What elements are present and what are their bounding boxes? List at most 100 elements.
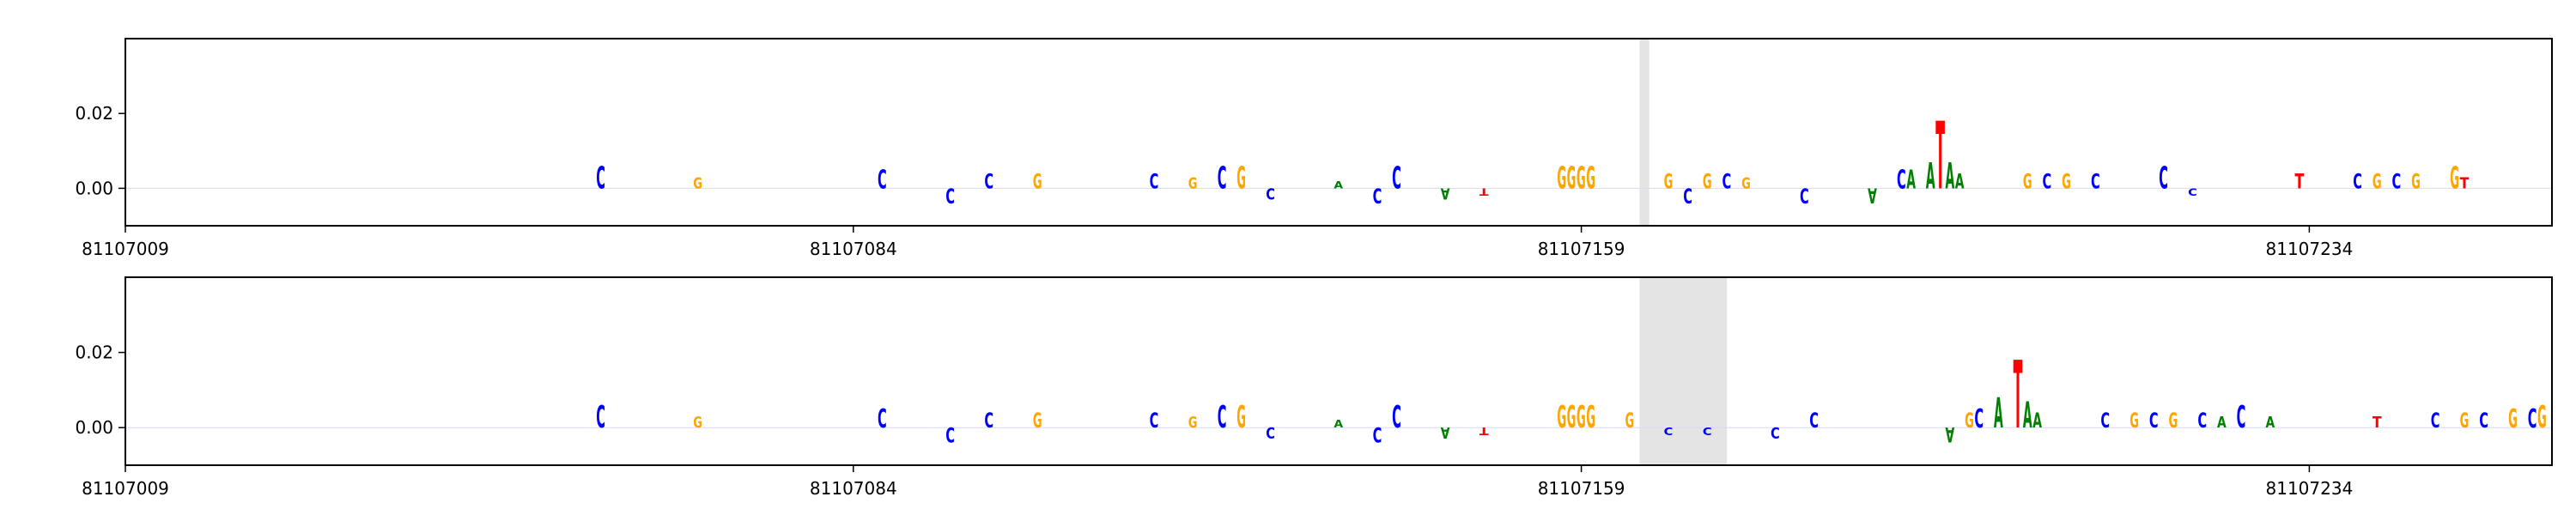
logo-letter: C bbox=[1266, 185, 1275, 203]
logo-letter: G bbox=[2023, 171, 2032, 194]
logo-letter: T bbox=[1479, 425, 1489, 438]
logo-letter: C bbox=[1150, 410, 1159, 433]
logo-letter: G bbox=[1033, 171, 1042, 194]
logo-letter: G bbox=[1586, 400, 1595, 436]
logo-letter: A bbox=[1441, 423, 1450, 441]
logo-letter: C bbox=[2237, 400, 2246, 436]
logo-letter: A bbox=[1906, 166, 1916, 196]
logo-letter: C bbox=[2479, 410, 2488, 433]
x-tick-label: 81107009 bbox=[82, 478, 169, 499]
y-tick-label: 0.00 bbox=[75, 178, 113, 198]
logo-letter: C bbox=[1392, 400, 1401, 436]
logo-letter: C bbox=[2149, 410, 2159, 433]
x-tick-label: 81107159 bbox=[1538, 478, 1625, 499]
logo-letter: A bbox=[1946, 422, 1955, 445]
logo-letter: G bbox=[2168, 410, 2178, 433]
logo-letter: A bbox=[1955, 171, 1965, 194]
logo-letter: G bbox=[1188, 414, 1198, 432]
logo-letter: C bbox=[2188, 185, 2197, 198]
logo-letter: G bbox=[1703, 171, 1712, 194]
logo-letter: A bbox=[1926, 156, 1935, 197]
logo-letter: T bbox=[2372, 414, 2383, 432]
logo-letter: C bbox=[1703, 425, 1712, 438]
highlight-region bbox=[1639, 277, 1728, 465]
panel: C G C CC G C G C G C A C C A T G G G G G C C C CAG C A T A A C G C G C A C A… bbox=[75, 276, 2553, 499]
logo-letter: A bbox=[1441, 185, 1450, 203]
logo-letter: A bbox=[1868, 183, 1877, 206]
logo-letter: G bbox=[1625, 410, 1634, 433]
logo-letter: G bbox=[2372, 171, 2382, 194]
plot-frame bbox=[125, 38, 2553, 227]
y-tick-label: 0.00 bbox=[75, 417, 113, 438]
logo-letter: C bbox=[1373, 183, 1382, 206]
x-tick-label: 81107234 bbox=[2266, 478, 2354, 499]
logo-letter: C bbox=[1218, 400, 1227, 436]
logo-letter: G bbox=[693, 414, 702, 432]
y-tick-label: 0.02 bbox=[75, 103, 113, 124]
logo-letter: G bbox=[1188, 175, 1198, 193]
logo-letter: C bbox=[984, 410, 993, 433]
logo-letter: A bbox=[1994, 391, 2003, 438]
logo-letter: G bbox=[2062, 171, 2071, 194]
logo-letter: C bbox=[1150, 171, 1159, 194]
x-tick-label: 81107159 bbox=[1538, 239, 1625, 259]
logo-letter: C bbox=[878, 405, 887, 435]
logo-letter: C bbox=[1218, 161, 1227, 197]
logo-letter: A bbox=[1334, 418, 1343, 431]
logo-letter: C bbox=[1266, 423, 1275, 441]
logo-letter: G bbox=[1567, 400, 1577, 436]
logo-letter: G bbox=[2450, 161, 2459, 197]
logo-letter: C bbox=[1897, 166, 1906, 196]
x-tick-label: 81107009 bbox=[82, 239, 169, 259]
logo-letter: C bbox=[1664, 425, 1674, 438]
logo-letter: C bbox=[1800, 183, 1809, 206]
logo-letter: C bbox=[2528, 405, 2537, 435]
logo-letter: A bbox=[2266, 414, 2275, 432]
y-tick-label: 0.02 bbox=[75, 342, 113, 363]
logo-letter: G bbox=[2411, 171, 2421, 194]
logo-letter: T bbox=[1479, 185, 1489, 198]
logo-letter: G bbox=[1664, 171, 1674, 194]
logo-letter: C bbox=[1771, 423, 1780, 441]
logo-letter: A bbox=[2217, 414, 2227, 432]
logo-letter: G bbox=[1557, 400, 1566, 436]
logo-letter: C bbox=[2431, 410, 2440, 433]
logo-letter: C bbox=[1809, 410, 1819, 433]
logo-letter: G bbox=[2460, 410, 2470, 433]
logo-letter: G bbox=[1236, 161, 1246, 197]
logo-letter: C bbox=[2043, 171, 2052, 194]
logo-letter: G bbox=[1236, 400, 1246, 436]
logo-letter: C bbox=[945, 183, 955, 206]
logo-letter: C bbox=[2100, 410, 2110, 433]
logo-letter: G bbox=[1965, 410, 1974, 433]
logo-letter: G bbox=[693, 175, 702, 193]
logo-letter: G bbox=[2508, 405, 2518, 435]
logo-letter: A bbox=[1334, 179, 1343, 191]
logo-letter: T bbox=[1935, 104, 1945, 211]
logo-letter: A bbox=[2032, 410, 2042, 433]
x-tick-label: 81107084 bbox=[810, 478, 897, 499]
logo-letter: G bbox=[1557, 161, 1566, 197]
logo-letter: C bbox=[945, 422, 955, 445]
logo-letter: C bbox=[2391, 171, 2401, 194]
logo-letter: C bbox=[2353, 171, 2362, 194]
logo-letter: T bbox=[2460, 175, 2470, 193]
logo-letter: G bbox=[1033, 410, 1042, 433]
logo-letter: C bbox=[2159, 161, 2168, 197]
logo-letter: C bbox=[1722, 171, 1732, 194]
panel: C G C CC G C G C G C A C C A T G G G G GCG C G C A C A A T A A G C G C C C T… bbox=[75, 38, 2553, 259]
logo-letter: A bbox=[1946, 156, 1955, 197]
logo-letter: G bbox=[1586, 161, 1595, 197]
logo-letter: C bbox=[596, 400, 605, 436]
logo-letter: C bbox=[1392, 161, 1401, 197]
highlight-region bbox=[1639, 39, 1649, 226]
plot-frame bbox=[125, 276, 2553, 466]
logo-letter: C bbox=[2197, 410, 2207, 433]
logo-letter: T bbox=[2294, 171, 2304, 194]
x-tick-label: 81107234 bbox=[2266, 239, 2354, 259]
logo-letter: A bbox=[2023, 396, 2032, 437]
logo-letter: G bbox=[2129, 410, 2139, 433]
logo-letter: C bbox=[1373, 422, 1382, 445]
